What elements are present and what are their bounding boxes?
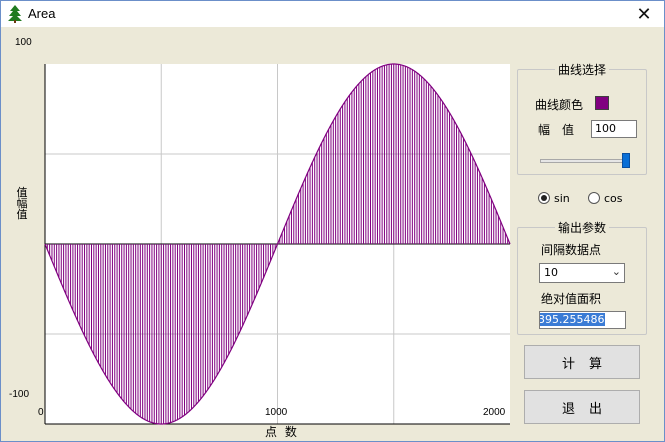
y-axis-label-char-2: 值 bbox=[16, 208, 28, 221]
y-tick-max: 100 bbox=[15, 37, 32, 48]
output-group-title: 输出参数 bbox=[555, 219, 610, 236]
close-button[interactable]: ✕ bbox=[636, 3, 652, 25]
curve-select-title: 曲线选择 bbox=[555, 61, 610, 78]
title-bar: Area ✕ bbox=[1, 1, 664, 27]
radio-sin-label[interactable]: sin bbox=[554, 192, 570, 205]
area-output-field[interactable]: 395.255486 bbox=[539, 311, 626, 329]
interval-combo-value: 10 bbox=[544, 266, 558, 279]
exit-button[interactable]: 退出 bbox=[524, 390, 640, 424]
amplitude-slider-thumb[interactable] bbox=[622, 153, 630, 168]
curve-color-swatch[interactable] bbox=[595, 96, 609, 110]
x-axis-label: 点 数 bbox=[265, 425, 299, 439]
x-tick-1000: 1000 bbox=[265, 407, 288, 418]
window-title: Area bbox=[28, 6, 56, 21]
amplitude-input[interactable]: 100 bbox=[591, 120, 637, 138]
radio-sin[interactable] bbox=[538, 192, 550, 204]
chevron-down-icon[interactable]: ⌄ bbox=[611, 265, 621, 278]
series-curve bbox=[44, 63, 511, 425]
client-area: 100 -100 0 1000 2000 值幅值 点 数 曲线选择 曲线颜色 幅… bbox=[1, 27, 664, 441]
amplitude-slider-track[interactable] bbox=[540, 159, 630, 163]
interval-label: 间隔数据点 bbox=[541, 243, 602, 257]
y-axis-label-char-1: 幅 bbox=[16, 197, 28, 210]
radio-cos[interactable] bbox=[588, 192, 600, 204]
amplitude-label: 幅 值 bbox=[538, 123, 575, 137]
interval-combo[interactable]: 10 ⌄ bbox=[539, 263, 625, 283]
tree-icon bbox=[8, 5, 22, 23]
radio-sin-dot bbox=[541, 195, 547, 201]
calculate-button[interactable]: 计算 bbox=[524, 345, 640, 379]
y-axis-label-char-0: 值 bbox=[16, 186, 28, 199]
x-tick-2000: 2000 bbox=[483, 407, 506, 418]
y-tick-min: -100 bbox=[9, 389, 30, 400]
area-output-value: 395.255486 bbox=[539, 313, 606, 326]
area-label: 绝对值面积 bbox=[541, 292, 602, 306]
radio-cos-label[interactable]: cos bbox=[604, 192, 623, 205]
area-chart bbox=[44, 63, 511, 425]
x-tick-0: 0 bbox=[38, 407, 44, 418]
curve-color-label: 曲线颜色 bbox=[535, 98, 584, 112]
y-axis-label: 值幅值 bbox=[15, 187, 29, 220]
